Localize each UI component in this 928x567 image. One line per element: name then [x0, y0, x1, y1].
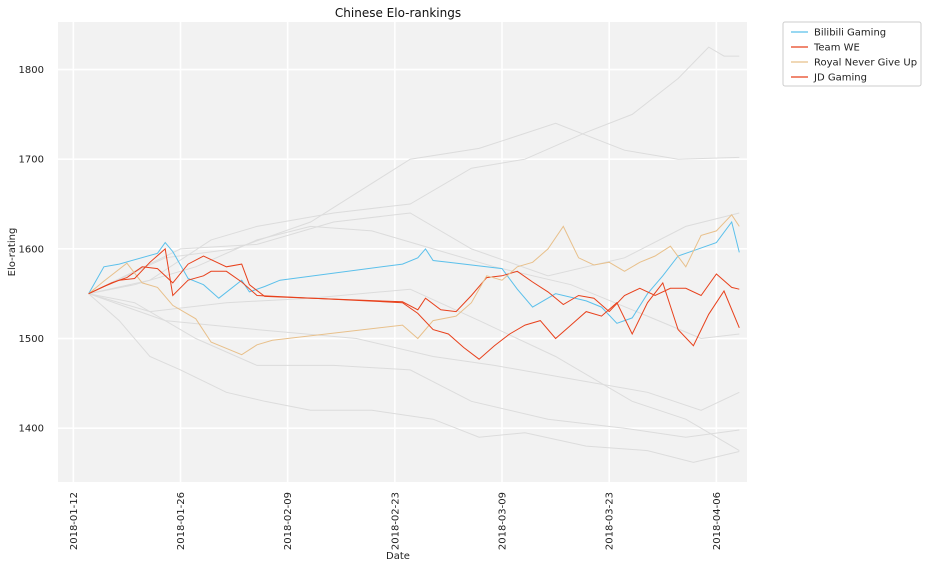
x-tick-label: 2018-03-09 — [498, 492, 509, 550]
y-tick-label: 1600 — [19, 244, 44, 255]
series-line-jd-gaming — [88, 247, 740, 360]
series-line-bilibili-gaming — [88, 220, 740, 324]
highlighted-series-group — [88, 213, 740, 360]
x-tick-label: 2018-01-26 — [176, 492, 187, 550]
legend-label: Team WE — [813, 43, 860, 54]
x-tick-label: 2018-02-23 — [390, 492, 401, 550]
x-axis-label: Date — [386, 551, 410, 562]
legend: Bilibili Gaming Team WE Royal Never Give U… — [782, 21, 922, 87]
background-series-line — [88, 225, 740, 340]
background-series-line — [88, 122, 740, 295]
y-tick-label: 1400 — [19, 424, 44, 435]
y-tick-label: 1500 — [19, 334, 44, 345]
x-tick-label: 2018-04-06 — [712, 492, 723, 550]
chart-title: Chinese Elo-rankings — [335, 6, 461, 20]
background-series-line — [88, 293, 740, 438]
background-series-line — [88, 212, 740, 295]
legend-label: Bilibili Gaming — [814, 28, 886, 39]
background-series-line — [88, 293, 740, 411]
series-line-royal-never-give-up — [88, 213, 740, 356]
background-series-line — [88, 293, 740, 463]
y-axis-ticks: 1400 1500 1600 1700 1800 — [19, 65, 44, 435]
grid — [58, 22, 747, 482]
y-axis-label: Elo-rating — [7, 228, 18, 277]
legend-label: JD Gaming — [813, 73, 867, 84]
x-tick-label: 2018-01-12 — [69, 492, 80, 550]
legend-label: Royal Never Give Up — [814, 58, 917, 69]
background-series-group — [88, 46, 740, 463]
x-tick-label: 2018-03-23 — [605, 492, 616, 550]
legend-box — [782, 21, 922, 87]
x-axis-ticks: 2018-01-12 2018-01-26 2018-02-09 2018-02-23… — [69, 492, 723, 550]
series-line-team-we — [88, 255, 740, 313]
background-series-line — [88, 288, 740, 452]
x-tick-label: 2018-02-09 — [283, 492, 294, 550]
background-series-line — [88, 46, 740, 295]
y-tick-label: 1800 — [19, 65, 44, 76]
y-tick-label: 1700 — [19, 155, 44, 166]
